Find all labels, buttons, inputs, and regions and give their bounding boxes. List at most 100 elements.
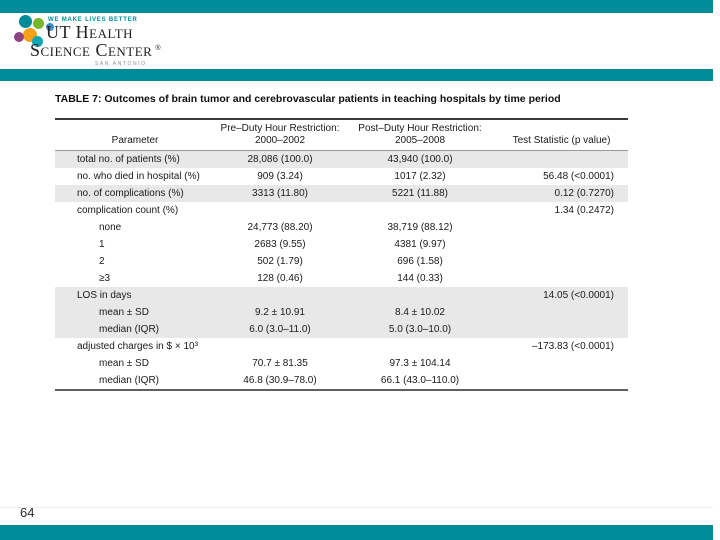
pre-period-value-cell: 46.8 (30.9–78.0) [243,375,317,386]
table-row: none 24,773 (88.20) 38,719 (88.12) [55,219,628,236]
table-header-row: Parameter Pre–Duty Hour Restriction: 200… [55,118,628,151]
test-statistic-cell [495,219,628,236]
table-row: ≥3 128 (0.46) 144 (0.33) [55,270,628,287]
table-title: TABLE 7: Outcomes of brain tumor and cer… [55,93,561,105]
post-period-value-cell [345,287,495,304]
test-statistic-cell [495,355,628,372]
parameter-cell: no. who died in hospital (%) [77,171,200,182]
table-row: LOS in days 14.05 (<0.0001) [55,287,628,304]
pre-period-value-cell: 24,773 (88.20) [247,222,313,233]
pre-period-value-cell: 502 (1.79) [257,256,303,267]
test-statistic-cell [495,372,628,389]
test-statistic-cell: –173.83 (<0.0001) [531,341,614,352]
pre-period-value-cell: 6.0 (3.0–11.0) [249,324,311,335]
table-row: median (IQR) 46.8 (30.9–78.0) 66.1 (43.0–1… [55,372,628,389]
table-row: 2 502 (1.79) 696 (1.58) [55,253,628,270]
post-period-value-cell: 1017 (2.32) [394,171,446,182]
logo-dot-green-icon [33,18,44,29]
post-period-value-cell: 5221 (11.88) [392,188,448,199]
post-period-value-cell: 696 (1.58) [397,256,443,267]
test-statistic-cell: 56.48 (<0.0001) [543,171,614,182]
test-statistic-cell: 14.05 (<0.0001) [543,290,614,301]
logo-dot-blue-icon [46,23,54,31]
bottom-teal-bar [0,525,713,540]
pre-period-value-cell: 3313 (11.80) [252,188,308,199]
test-statistic-cell [495,236,628,253]
post-period-value-cell: 38,719 (88.12) [387,222,453,233]
table-row: adjusted charges in $ × 10³ –173.83 (<0.0… [55,338,628,355]
post-period-value-cell: 144 (0.33) [397,273,443,284]
test-statistic-cell [495,151,628,168]
post-period-value-cell [345,338,495,355]
column-header-test-statistic: Test Statistic (p value) [512,135,611,146]
logo-text-ut-health: UT Health [46,22,134,42]
table-body: total no. of patients (%) 28,086 (100.0) 4… [55,151,628,391]
column-header-pre-line1: Pre–Duty Hour Restriction: [220,123,340,134]
logo-text-science-center-label: Science Center [30,40,153,60]
test-statistic-cell [495,304,628,321]
pre-period-value-cell: 28,086 (100.0) [247,154,313,165]
parameter-cell: 2 [99,256,105,267]
logo-tagline: WE MAKE LIVES BETTER [48,17,138,23]
test-statistic-cell [495,253,628,270]
logo-dot-teal-icon [19,15,32,28]
post-period-value-cell: 43,940 (100.0) [387,154,453,165]
pre-period-value-cell: 909 (3.24) [257,171,303,182]
column-header-pre-line2: 2000–2002 [254,135,306,146]
table-7: TABLE 7: Outcomes of brain tumor and cer… [55,88,628,391]
uthsc-logo: WE MAKE LIVES BETTER UT Health Science C… [0,0,200,70]
post-period-value-cell: 97.3 ± 104.14 [389,358,451,369]
test-statistic-cell: 0.12 (0.7270) [554,188,615,199]
parameter-cell: LOS in days [77,290,132,301]
post-period-value-cell [345,202,495,219]
test-statistic-cell: 1.34 (0.2472) [554,205,615,216]
column-header-pre: Pre–Duty Hour Restriction: 2000–2002 [215,123,345,147]
post-period-value-cell: 8.4 ± 10.02 [395,307,445,318]
top-teal-bar [0,0,713,13]
table-row: 1 2683 (9.55) 4381 (9.97) [55,236,628,253]
parameter-cell: mean ± SD [99,307,149,318]
logo-dot-teal2-icon [32,36,43,47]
parameter-cell: no. of complications (%) [77,188,184,199]
post-period-value-cell: 66.1 (43.0–110.0) [380,375,460,386]
parameter-cell: adjusted charges in $ × 10³ [77,341,198,352]
column-header-parameter: Parameter [111,135,159,146]
post-period-value-cell: 4381 (9.97) [394,239,446,250]
logo-text-science-center: Science Center ® [30,40,161,61]
pre-period-value-cell [215,287,345,304]
pre-period-value-cell: 2683 (9.55) [254,239,306,250]
parameter-cell: complication count (%) [77,205,179,216]
parameter-cell: ≥3 [99,273,111,284]
parameter-cell: total no. of patients (%) [77,154,180,165]
test-statistic-cell [495,321,628,338]
table-row: no. who died in hospital (%) 909 (3.24) 10… [55,168,628,185]
parameter-cell: mean ± SD [99,358,149,369]
table-row: no. of complications (%) 3313 (11.80) 5221… [55,185,628,202]
parameter-cell: 1 [99,239,105,250]
logo-dot-purple-icon [14,32,24,42]
page-number: 64 [20,505,35,520]
registered-mark-icon: ® [155,45,162,52]
footer-divider-line [0,507,713,508]
post-period-value-cell: 5.0 (3.0–10.0) [388,324,452,335]
pre-period-value-cell: 9.2 ± 10.91 [255,307,305,318]
table-row: mean ± SD 9.2 ± 10.91 8.4 ± 10.02 [55,304,628,321]
logo-city: San Antonio [95,61,147,67]
pre-period-value-cell: 128 (0.46) [257,273,303,284]
table-row: median (IQR) 6.0 (3.0–11.0) 5.0 (3.0–10.0) [55,321,628,338]
pre-period-value-cell: 70.7 ± 81.35 [252,358,308,369]
table-row: complication count (%) 1.34 (0.2472) [55,202,628,219]
parameter-cell: median (IQR) [99,375,160,386]
column-header-post-line2: 2005–2008 [394,135,446,146]
test-statistic-cell [495,270,628,287]
column-header-post-line1: Post–Duty Hour Restriction: [358,123,482,134]
teal-divider-band [0,69,713,81]
parameter-cell: median (IQR) [99,324,160,335]
table-row: total no. of patients (%) 28,086 (100.0) 4… [55,151,628,168]
column-header-post: Post–Duty Hour Restriction: 2005–2008 [345,123,495,147]
table-row: mean ± SD 70.7 ± 81.35 97.3 ± 104.14 [55,355,628,372]
pre-period-value-cell [215,338,345,355]
pre-period-value-cell [215,202,345,219]
parameter-cell: none [99,222,122,233]
